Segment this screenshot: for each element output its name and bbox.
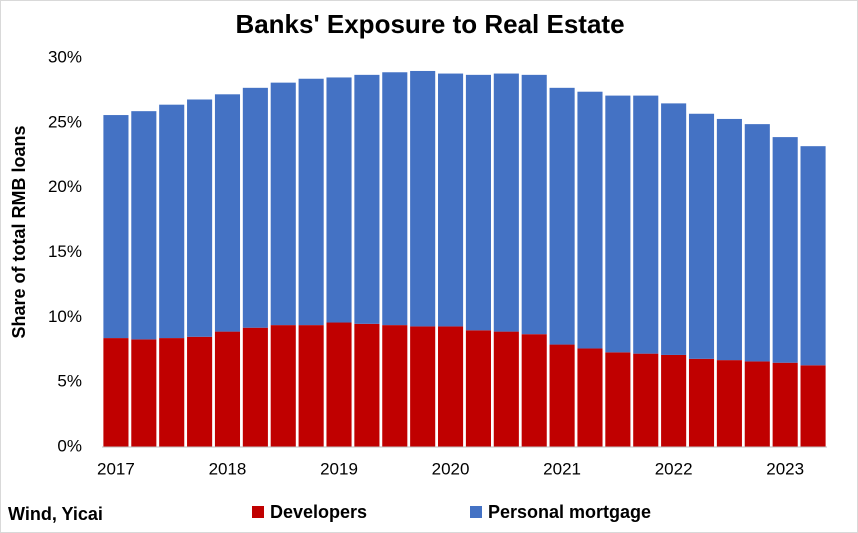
bar-segment xyxy=(438,326,464,447)
y-tick-label: 10% xyxy=(48,307,82,326)
bar-segment xyxy=(159,338,185,447)
y-tick-label: 25% xyxy=(48,112,82,131)
bar-segment xyxy=(772,137,798,363)
chart-title: Banks' Exposure to Real Estate xyxy=(235,9,624,39)
bar-segment xyxy=(270,82,296,326)
bar-segment xyxy=(382,72,408,326)
bar-segment xyxy=(382,325,408,447)
bar-segment xyxy=(214,331,241,447)
bar-segment xyxy=(521,334,547,447)
legend-label: Personal mortgage xyxy=(488,502,651,522)
bar-segment xyxy=(633,95,659,354)
bar-segment xyxy=(549,344,575,447)
bar-segment xyxy=(688,358,715,447)
bar-segment xyxy=(242,327,268,447)
bar-segment xyxy=(298,78,324,326)
bar-segment xyxy=(410,70,436,327)
bar-segment xyxy=(605,95,631,353)
bar-segment xyxy=(493,73,519,332)
x-tick-label: 2017 xyxy=(97,459,135,478)
x-tick-label: 2023 xyxy=(766,459,804,478)
bar-segment xyxy=(214,94,241,332)
legend-swatch xyxy=(252,506,264,518)
bar-segment xyxy=(800,365,826,447)
y-tick-label: 0% xyxy=(57,436,82,455)
y-tick-label: 20% xyxy=(48,177,82,196)
bar-segment xyxy=(744,124,770,362)
bar-segment xyxy=(772,362,798,447)
bar-segment xyxy=(465,330,491,447)
bar-segment xyxy=(298,325,324,447)
source-note: Wind, Yicai xyxy=(8,504,103,524)
bar-segment xyxy=(605,352,631,447)
bar-segment xyxy=(438,73,464,327)
bar-segment xyxy=(577,91,603,349)
legend-swatch xyxy=(470,506,482,518)
bar-segment xyxy=(633,353,659,447)
bar-segment xyxy=(242,87,268,328)
bar-segment xyxy=(326,322,352,447)
y-tick-label: 30% xyxy=(48,47,82,66)
bar-segment xyxy=(800,146,826,366)
bar-segment xyxy=(465,74,491,331)
bar-segment xyxy=(493,331,519,447)
bar-segment xyxy=(159,104,185,339)
bar-segment xyxy=(103,115,129,339)
bar-segment xyxy=(410,326,436,447)
bar-segment xyxy=(577,348,603,447)
bar-segment xyxy=(661,103,687,355)
bar-segment xyxy=(270,325,296,447)
bar-segment xyxy=(716,118,742,361)
bar-segment xyxy=(744,361,770,447)
bar-segment xyxy=(354,323,380,447)
bar-segment xyxy=(521,74,547,335)
y-tick-label: 5% xyxy=(57,372,82,391)
legend-label: Developers xyxy=(270,502,367,522)
bar-segment xyxy=(354,74,380,324)
y-axis-label: Share of total RMB loans xyxy=(9,125,29,338)
x-tick-label: 2019 xyxy=(320,459,358,478)
bar-segment xyxy=(688,113,715,359)
x-tick-label: 2021 xyxy=(543,459,581,478)
bar-segment xyxy=(187,99,213,337)
bar-segment xyxy=(549,87,575,345)
bar-segment xyxy=(716,360,742,447)
x-tick-label: 2022 xyxy=(655,459,693,478)
bar-segment xyxy=(131,339,157,447)
bar-segment xyxy=(131,111,157,340)
x-tick-label: 2020 xyxy=(432,459,470,478)
bar-segment xyxy=(103,338,129,447)
bar-segment xyxy=(661,354,687,447)
y-tick-label: 15% xyxy=(48,242,82,261)
bar-segment xyxy=(187,336,213,447)
bar-segment xyxy=(326,77,352,323)
x-tick-label: 2018 xyxy=(209,459,247,478)
